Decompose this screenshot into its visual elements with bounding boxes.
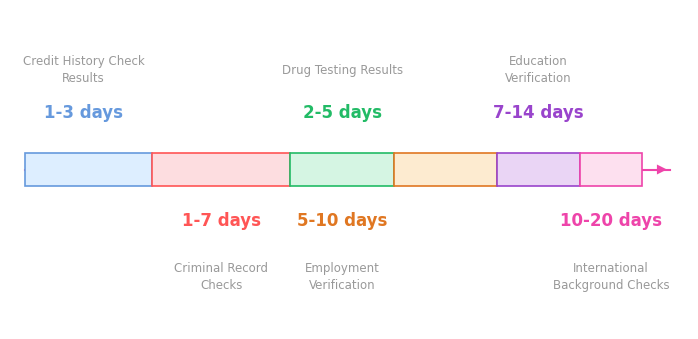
Bar xyxy=(152,153,290,186)
Text: International
Background Checks: International Background Checks xyxy=(553,262,669,292)
Text: 7-14 days: 7-14 days xyxy=(493,104,584,122)
Text: Credit History Check
Results: Credit History Check Results xyxy=(22,55,144,85)
Bar xyxy=(580,153,642,186)
Text: 1-7 days: 1-7 days xyxy=(182,212,261,230)
Bar xyxy=(497,153,580,186)
Bar xyxy=(290,153,394,186)
Text: Education
Verification: Education Verification xyxy=(505,55,572,85)
Text: Drug Testing Results: Drug Testing Results xyxy=(281,64,403,77)
Text: 1-3 days: 1-3 days xyxy=(44,104,123,122)
Text: 5-10 days: 5-10 days xyxy=(297,212,387,230)
Text: 2-5 days: 2-5 days xyxy=(303,104,382,122)
Bar xyxy=(25,153,152,186)
Text: Criminal Record
Checks: Criminal Record Checks xyxy=(174,262,269,292)
Bar xyxy=(394,153,497,186)
Text: 10-20 days: 10-20 days xyxy=(560,212,662,230)
Text: Employment
Verification: Employment Verification xyxy=(304,262,380,292)
